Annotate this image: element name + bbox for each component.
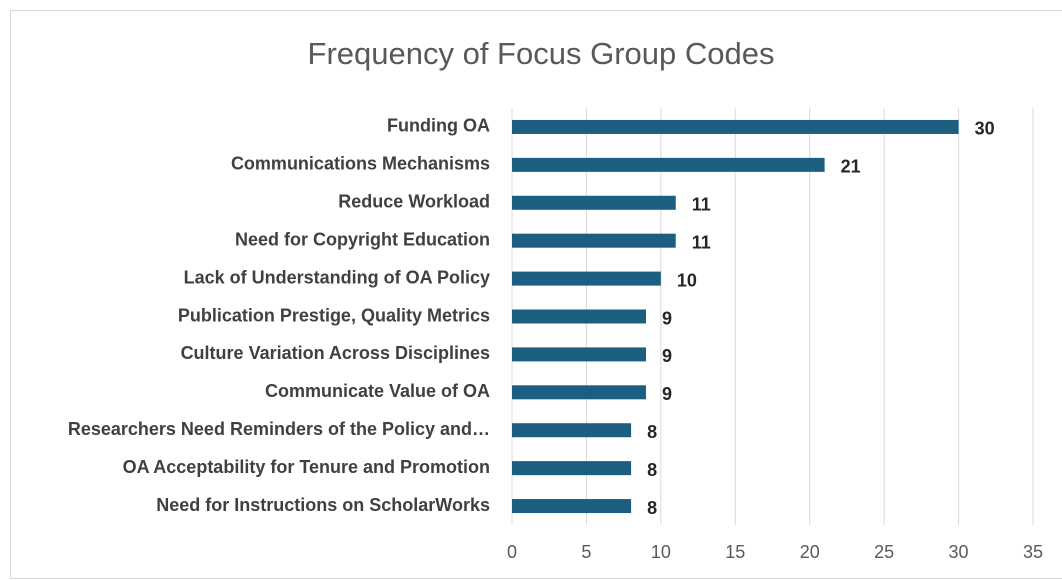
y-tick-label: Need for Copyright Education [235,229,490,249]
bar [512,461,632,476]
y-tick-label: OA Acceptability for Tenure and Promotio… [123,457,490,477]
bar [512,309,646,324]
y-tick-label: Culture Variation Across Disciplines [181,343,490,363]
bar [512,423,632,438]
y-tick-label: Researchers Need Reminders of the Policy… [68,419,490,439]
bar [512,233,676,248]
bar [512,119,959,134]
y-tick-label: Communicate Value of OA [265,381,490,401]
x-tick-label: 10 [651,542,671,562]
data-label: 11 [692,232,711,252]
y-tick-label: Need for Instructions on ScholarWorks [156,495,490,515]
y-tick-label: Reduce Workload [338,192,490,212]
y-tick-label: Funding OA [387,116,490,136]
y-tick-label: Communications Mechanisms [231,154,490,174]
x-tick-label: 5 [581,542,591,562]
y-tick-label: Lack of Understanding of OA Policy [184,267,490,287]
x-tick-label: 25 [874,542,894,562]
x-tick-label: 20 [800,542,820,562]
data-label: 21 [841,157,861,177]
data-label: 8 [647,498,657,518]
chart-border [10,10,1062,579]
data-label: 8 [647,422,657,442]
chart-title: Frequency of Focus Group Codes [308,36,775,71]
x-tick-label: 35 [1023,542,1043,562]
bar [512,499,632,514]
data-label: 10 [677,270,697,290]
bar [512,385,646,400]
data-label: 11 [692,195,711,215]
data-label: 9 [662,346,672,366]
data-label: 30 [975,119,995,139]
data-label: 9 [662,308,672,328]
bar [512,271,661,286]
y-tick-label: Publication Prestige, Quality Metrics [178,305,490,325]
x-tick-label: 15 [725,542,745,562]
bar [512,195,676,210]
bar [512,157,825,172]
data-label: 8 [647,460,657,480]
x-tick-label: 30 [949,542,969,562]
x-tick-label: 0 [507,542,517,562]
bar [512,347,646,362]
data-label: 9 [662,384,672,404]
